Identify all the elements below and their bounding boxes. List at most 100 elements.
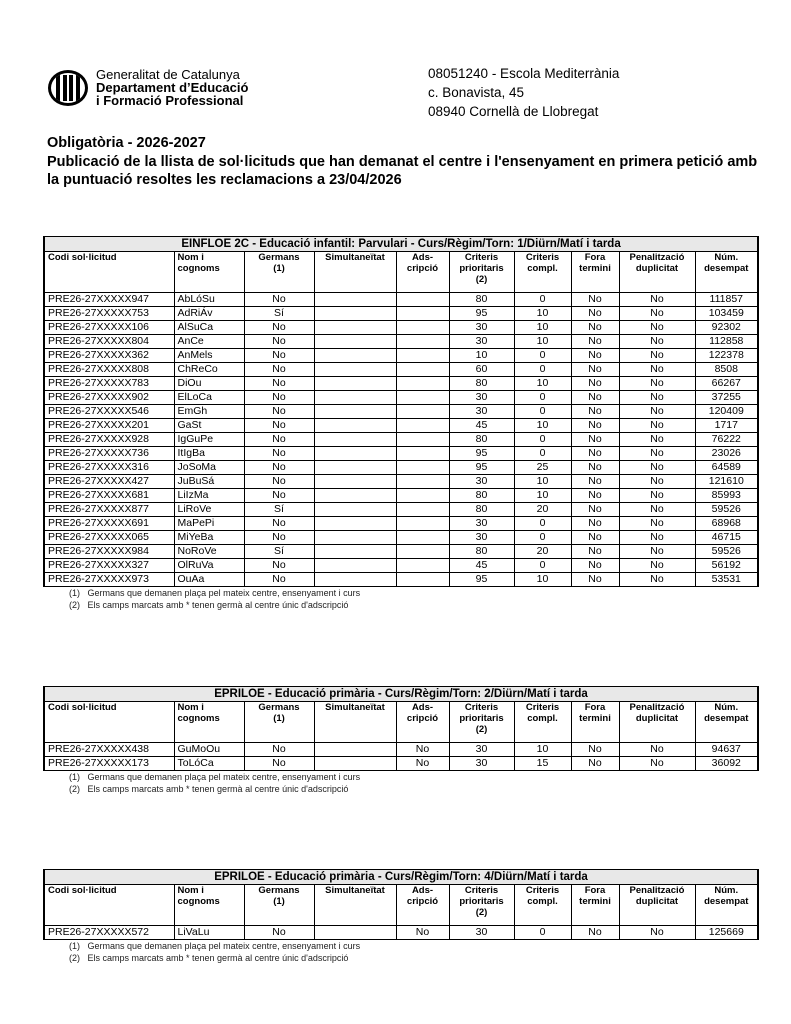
table-cell: 0	[513, 348, 572, 363]
table-cell	[313, 320, 397, 335]
table-row: PRE26-27XXXXX947 AbLóSu No 80 0 No No 111857	[43, 292, 759, 307]
table-cell: No	[570, 320, 620, 335]
table-cell: 0	[513, 530, 572, 545]
table-row: PRE26-27XXXXX877 LiRoVe Sí 80 20 No No 59526	[43, 502, 759, 517]
table-caption: EPRILOE - Educació primària - Curs/Règim…	[43, 869, 759, 885]
table-cell: 0	[513, 292, 572, 307]
column-header: Germans (1)	[243, 701, 315, 743]
table-cell	[395, 502, 450, 517]
table-cell	[313, 390, 397, 405]
logo-line-2: Departament d’Educació	[96, 80, 249, 95]
column-header: Simultaneïtat	[313, 884, 397, 926]
column-header: Germans (1)	[243, 251, 315, 293]
column-header: Ads- cripció	[395, 884, 450, 926]
table-row: PRE26-27XXXXX928 IgGuPe No 80 0 No No 76222	[43, 432, 759, 447]
table-row: PRE26-27XXXXX984 NoRoVe Sí 80 20 No No 59526	[43, 544, 759, 559]
table-caption: EPRILOE - Educació primària - Curs/Règim…	[43, 686, 759, 702]
column-header: Fora termini	[570, 701, 620, 743]
table-row: PRE26-27XXXXX736 ItIgBa No 95 0 No No 23026	[43, 446, 759, 461]
catalonia-seal-icon	[48, 69, 88, 106]
table-cell: 59526	[694, 544, 759, 559]
table-cell: 30	[448, 756, 515, 771]
table-cell: Sí	[243, 306, 315, 321]
footnote: (2) Els camps marcats amb * tenen germà …	[69, 599, 349, 610]
table-cell: LiIzMa	[173, 488, 245, 503]
table-cell: 53531	[694, 572, 759, 587]
title-year: Obligatòria - 2026-2027	[47, 135, 206, 151]
table-cell: 10	[513, 474, 572, 489]
table-row: PRE26-27XXXXX327 OlRuVa No 45 0 No No 56192	[43, 558, 759, 573]
table-cell: No	[243, 334, 315, 349]
table-cell: PRE26-27XXXXX572	[43, 925, 175, 940]
table-cell: 112858	[694, 334, 759, 349]
table-cell: IgGuPe	[173, 432, 245, 447]
table-cell	[395, 432, 450, 447]
column-header: Codi sol·licitud	[43, 251, 175, 293]
table-cell: 10	[513, 742, 572, 757]
column-header: Penalització duplicitat	[618, 251, 696, 293]
column-header: Fora termini	[570, 251, 620, 293]
table-cell: No	[618, 390, 696, 405]
table-cell	[395, 544, 450, 559]
table-cell	[313, 418, 397, 433]
table-cell: PRE26-27XXXXX065	[43, 530, 175, 545]
table-cell	[395, 404, 450, 419]
table-cell: 36092	[694, 756, 759, 771]
table-cell: PRE26-27XXXXX736	[43, 446, 175, 461]
table-cell: No	[618, 530, 696, 545]
table-cell: No	[243, 530, 315, 545]
table-cell: 20	[513, 502, 572, 517]
table-cell: OuAa	[173, 572, 245, 587]
table-cell	[395, 376, 450, 391]
table-cell: No	[243, 320, 315, 335]
table-cell: 80	[448, 488, 515, 503]
table-cell: No	[243, 572, 315, 587]
table-cell	[313, 306, 397, 321]
table-cell: No	[618, 348, 696, 363]
table-cell: No	[243, 742, 315, 757]
table-cell	[395, 334, 450, 349]
table-cell: 0	[513, 404, 572, 419]
table-cell: PRE26-27XXXXX808	[43, 362, 175, 377]
table-cell: No	[570, 502, 620, 517]
table-cell: PRE26-27XXXXX201	[43, 418, 175, 433]
table-cell: 45	[448, 558, 515, 573]
table-cell: PRE26-27XXXXX106	[43, 320, 175, 335]
table-cell: 85993	[694, 488, 759, 503]
table-cell: PRE26-27XXXXX902	[43, 390, 175, 405]
table-cell: 0	[513, 432, 572, 447]
table-cell: 30	[448, 404, 515, 419]
table-cell: PRE26-27XXXXX427	[43, 474, 175, 489]
table-row: PRE26-27XXXXX808 ChReCo No 60 0 No No 8508	[43, 362, 759, 377]
table-cell: PRE26-27XXXXX783	[43, 376, 175, 391]
table-cell: No	[243, 474, 315, 489]
table-cell: No	[570, 544, 620, 559]
table-cell: Sí	[243, 544, 315, 559]
table-row: PRE26-27XXXXX438 GuMoOu No No 30 10 No No 94637	[43, 742, 759, 757]
footnotes: (1) Germans que demanen plaça pel mateix…	[69, 772, 757, 795]
table-cell: 80	[448, 292, 515, 307]
footnotes: (1) Germans que demanen plaça pel mateix…	[69, 588, 757, 611]
table-row: PRE26-27XXXXX362 AnMels No 10 0 No No 122378	[43, 348, 759, 363]
table-cell: 80	[448, 502, 515, 517]
table-cell	[313, 502, 397, 517]
table-cell	[395, 516, 450, 531]
table-cell: No	[570, 572, 620, 587]
table-cell: No	[618, 362, 696, 377]
table-cell: PRE26-27XXXXX691	[43, 516, 175, 531]
table-cell: JuBuSá	[173, 474, 245, 489]
table-cell: 95	[448, 572, 515, 587]
table-row: PRE26-27XXXXX316 JoSoMa No 95 25 No No 64589	[43, 460, 759, 475]
table-cell	[313, 742, 397, 757]
table-cell: No	[243, 516, 315, 531]
table-row: PRE26-27XXXXX173 ToLóCa No No 30 15 No No 36092	[43, 756, 759, 771]
table-cell: DiOu	[173, 376, 245, 391]
table-cell	[313, 432, 397, 447]
table-cell: No	[570, 460, 620, 475]
table-cell: No	[618, 418, 696, 433]
table-cell: AbLóSu	[173, 292, 245, 307]
table-cell: No	[618, 488, 696, 503]
table-cell: No	[395, 756, 450, 771]
table-cell: 25	[513, 460, 572, 475]
table-cell: ItIgBa	[173, 446, 245, 461]
